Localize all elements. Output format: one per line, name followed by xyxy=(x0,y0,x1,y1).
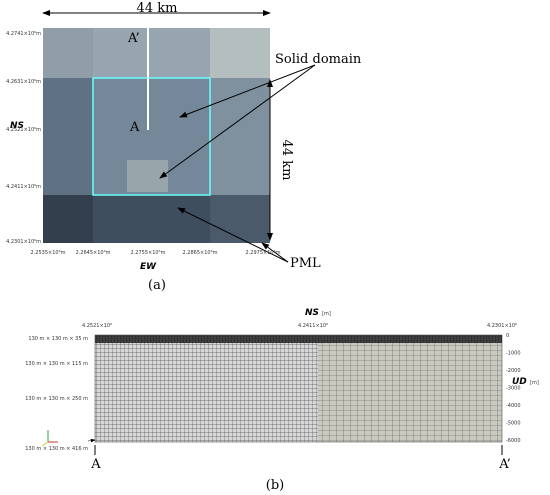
layer-label: 130 m × 130 m × 35 m xyxy=(28,336,88,342)
right-tick-label: -6000 xyxy=(506,438,521,444)
x-axis: EW xyxy=(140,262,157,272)
right-tick-label: -4000 xyxy=(506,403,521,409)
right-unit: [m] xyxy=(530,380,539,386)
x-tick-label: 2.2645×10⁶m xyxy=(76,250,111,256)
y-tick-label: 4.2411×10⁶m xyxy=(6,184,41,190)
caption: (b) xyxy=(266,478,284,493)
layer-label: 130 m × 130 m × 115 m xyxy=(25,361,88,367)
right-tick-label: -2000 xyxy=(506,368,521,374)
right-tick-label: 0 xyxy=(506,333,509,339)
panel-a: 44 km 44 km A’ A Solid domain PML NS EW … xyxy=(10,1,362,293)
right-tick-label: -5000 xyxy=(506,421,521,427)
solid-label: Solid domain xyxy=(275,52,362,67)
x-tick-label: 2.2535×10⁶m xyxy=(31,250,66,256)
y-axis: NS xyxy=(10,121,24,131)
right-tick-label: -3000 xyxy=(506,386,521,392)
x-tick-label: 2.2975×10⁶m xyxy=(246,250,281,256)
top-tick-label: 4.2411×10⁶ xyxy=(298,323,328,329)
point-top: A’ xyxy=(127,31,140,46)
top-tick-label: 4.2521×10⁶ xyxy=(82,323,112,329)
y-tick-label: 4.2301×10⁶m xyxy=(6,239,41,245)
y-tick-label: 4.2741×10⁶m xyxy=(6,31,41,37)
y-tick-label: 4.2631×10⁶m xyxy=(6,79,41,85)
point-bottom: A xyxy=(129,120,140,135)
layer-label: 130 m × 130 m × 416 m xyxy=(25,446,88,452)
width-label: 44 km xyxy=(137,1,178,16)
caption: (a) xyxy=(148,278,166,293)
layer-label: 130 m × 130 m × 250 m xyxy=(25,396,88,402)
start: A xyxy=(90,457,101,472)
pml-label: PML xyxy=(290,256,321,271)
x-tick-label: 2.2865×10⁶m xyxy=(183,250,218,256)
right-tick-label: -1000 xyxy=(506,351,521,357)
end: A’ xyxy=(498,457,511,472)
top-tick-label: 4.2301×10⁶ xyxy=(487,323,517,329)
top-unit: [m] xyxy=(322,311,331,317)
panel-b: NS [m] UD [m] A A’ (b) xyxy=(41,308,539,493)
right-axis: UD xyxy=(512,377,527,387)
top-axis: NS xyxy=(305,308,319,318)
y-tick-label: 4.2521×10⁶m xyxy=(6,127,41,133)
height-label: 44 km xyxy=(279,140,294,181)
x-tick-label: 2.2755×10⁶m xyxy=(131,250,166,256)
